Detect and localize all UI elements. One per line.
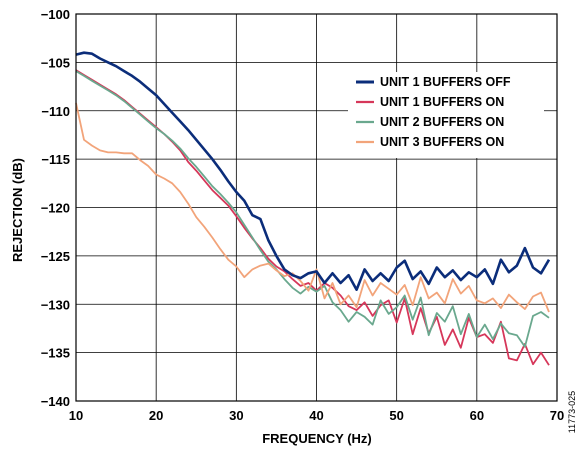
x-tick-label: 60 — [470, 408, 484, 423]
y-tick-label: −105 — [41, 55, 70, 70]
y-tick-label: −130 — [41, 297, 70, 312]
y-tick-label: −115 — [41, 152, 70, 167]
x-tick-label: 70 — [550, 408, 564, 423]
x-tick-label: 40 — [309, 408, 323, 423]
x-axis-title: FREQUENCY (Hz) — [262, 431, 372, 446]
y-tick-label: −120 — [41, 201, 70, 216]
legend-label: UNIT 1 BUFFERS ON — [380, 95, 504, 109]
y-axis-title: REJECTION (dB) — [10, 158, 25, 262]
x-tick-label: 10 — [69, 408, 83, 423]
series-line-3 — [75, 70, 550, 348]
x-tick-label: 30 — [229, 408, 243, 423]
x-tick-label: 20 — [149, 408, 163, 423]
legend-label: UNIT 1 BUFFERS OFF — [380, 75, 511, 89]
legend-background — [348, 72, 544, 158]
legend-label: UNIT 2 BUFFERS ON — [380, 115, 504, 129]
plot-frame — [75, 13, 558, 402]
y-tick-labels: −100 −105 −110 −115 −120 −125 −130 −135 −140 — [41, 7, 70, 409]
series-line-1 — [75, 51, 551, 291]
legend-label: UNIT 3 BUFFERS ON — [380, 135, 504, 149]
grid — [76, 14, 557, 401]
figure-id: 11773-025 — [567, 391, 577, 433]
series-line-4 — [75, 102, 550, 313]
legend: UNIT 1 BUFFERS OFF UNIT 1 BUFFERS ON UNIT … — [348, 72, 544, 158]
y-tick-label: −110 — [41, 104, 70, 119]
y-tick-label: −135 — [41, 346, 70, 361]
y-tick-label: −125 — [41, 249, 70, 264]
x-tick-labels: 10 20 30 40 50 60 70 — [69, 408, 564, 423]
series-lines — [75, 51, 551, 366]
y-tick-label: −100 — [41, 7, 70, 22]
x-tick-label: 50 — [389, 408, 403, 423]
y-tick-label: −140 — [41, 394, 70, 409]
